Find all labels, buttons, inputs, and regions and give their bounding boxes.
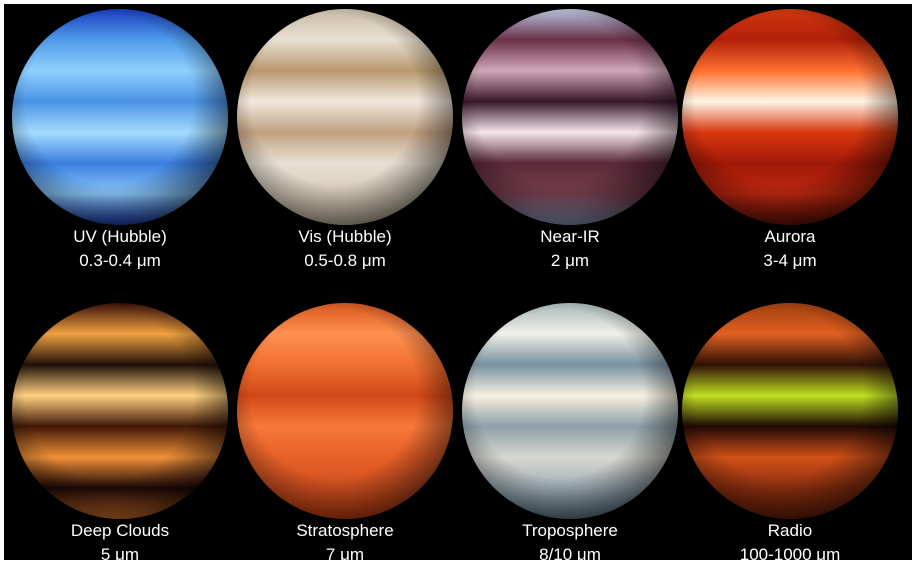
panel-label: Near-IR [540, 227, 600, 246]
panel-label: Vis (Hubble) [298, 227, 391, 246]
planet-shading [237, 9, 453, 225]
panel-band: 5 μm [101, 545, 139, 564]
planet-shading [682, 9, 898, 225]
panel-band: 2 μm [551, 251, 589, 270]
panel-label: Aurora [764, 227, 816, 246]
panel-band: 8/10 μm [539, 545, 601, 564]
planet-shading [12, 9, 228, 225]
panel-label: Radio [768, 521, 812, 540]
panel-label: Deep Clouds [71, 521, 169, 540]
panel-band: 0.3-0.4 μm [79, 251, 161, 270]
planet-shading [237, 303, 453, 519]
panel-band: 0.5-0.8 μm [304, 251, 386, 270]
planet-shading [682, 303, 898, 519]
panel-label: UV (Hubble) [73, 227, 167, 246]
panel-band: 3-4 μm [763, 251, 816, 270]
panel-band: 100-1000 μm [740, 545, 841, 564]
panel-label: Troposphere [522, 521, 618, 540]
planet-shading [462, 303, 678, 519]
panel-label: Stratosphere [296, 521, 393, 540]
planet-shading [12, 303, 228, 519]
panel-band: 7 μm [326, 545, 364, 564]
planet-shading [462, 9, 678, 225]
